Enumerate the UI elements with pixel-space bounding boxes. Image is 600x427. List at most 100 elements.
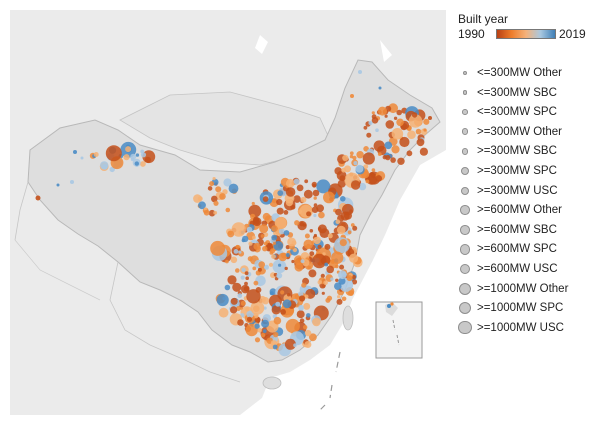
plant-marker: [278, 263, 282, 267]
plant-marker: [284, 338, 296, 350]
plant-marker: [335, 208, 342, 216]
plant-marker: [277, 190, 284, 197]
plant-marker: [318, 211, 325, 219]
plant-marker: [399, 136, 410, 148]
plant-marker: [350, 94, 354, 98]
plant-marker: [246, 226, 253, 233]
plant-marker: [317, 280, 322, 285]
plant-marker: [250, 301, 265, 315]
plant-marker: [303, 189, 313, 199]
plant-marker: [235, 244, 240, 249]
size-legend-item: >=300MW SPC: [458, 162, 557, 180]
plant-marker: [241, 267, 246, 273]
plant-marker: [326, 295, 333, 301]
border-line: [14, 181, 29, 241]
plant-marker: [209, 181, 215, 187]
plant-marker: [232, 282, 242, 292]
plant-marker: [317, 244, 322, 249]
plant-marker: [304, 294, 309, 299]
plant-marker: [257, 267, 262, 272]
plant-marker: [216, 293, 229, 307]
size-legend-item: <=300MW SBC: [458, 84, 557, 102]
plant-marker: [352, 155, 357, 160]
plant-marker: [378, 106, 387, 116]
size-legend-label: >=600MW SBC: [477, 223, 557, 236]
size-legend-item: >=1000MW Other: [458, 280, 568, 298]
plant-marker: [207, 186, 213, 191]
plant-marker: [273, 331, 279, 338]
plant-marker: [285, 245, 290, 250]
plant-marker: [223, 178, 232, 187]
plant-marker: [244, 271, 249, 276]
plant-marker: [280, 309, 286, 315]
plant-marker: [304, 233, 310, 239]
size-legend-item: >=1000MW USC: [458, 319, 564, 337]
plant-marker: [275, 301, 281, 307]
sea-boundary-dashes: [317, 351, 341, 413]
plant-marker: [313, 213, 317, 218]
lake: [255, 35, 268, 54]
plant-marker: [301, 282, 307, 288]
plant-marker: [140, 152, 147, 158]
plant-marker: [358, 70, 362, 74]
plant-marker: [375, 128, 379, 132]
size-legend-marker: [458, 166, 472, 176]
plant-marker: [280, 290, 285, 295]
plant-marker: [303, 302, 311, 310]
plant-marker: [262, 212, 271, 221]
plant-marker: [285, 318, 300, 334]
plant-marker: [230, 256, 238, 264]
plant-marker: [339, 175, 346, 182]
plant-marker: [272, 198, 277, 204]
plant-marker: [105, 145, 122, 162]
size-legend-marker: [458, 90, 472, 95]
plant-marker: [391, 145, 400, 154]
plant-marker: [253, 280, 259, 286]
plant-marker: [233, 249, 239, 254]
plant-marker: [248, 241, 253, 246]
plant-marker: [213, 210, 218, 215]
plant-marker: [254, 337, 261, 343]
plant-marker: [339, 239, 347, 247]
plant-marker: [213, 200, 219, 206]
plant-marker: [382, 155, 387, 160]
plant-marker: [338, 277, 346, 285]
plant-marker: [261, 333, 266, 338]
size-legend-marker: [458, 282, 472, 295]
plant-marker: [262, 196, 269, 202]
plant-marker: [293, 178, 300, 185]
size-legend-label: >=600MW Other: [477, 204, 563, 217]
plant-marker: [342, 154, 349, 162]
size-legend-item: >=1000MW SPC: [458, 299, 563, 317]
plant-marker: [309, 333, 317, 342]
plant-marker: [358, 182, 367, 191]
plant-marker: [335, 278, 339, 282]
plant-marker: [353, 161, 358, 166]
plant-marker: [287, 293, 291, 297]
plant-marker: [341, 167, 346, 173]
plant-marker: [330, 277, 334, 281]
plant-marker: [313, 233, 317, 238]
plant-marker: [231, 222, 246, 237]
plant-marker: [366, 132, 372, 138]
plant-marker: [363, 125, 368, 130]
plant-marker: [260, 234, 265, 238]
size-legend-item: <=300MW SPC: [458, 103, 557, 121]
plant-marker: [351, 279, 358, 285]
plant-marker: [237, 319, 244, 326]
plant-marker: [193, 194, 202, 203]
size-legend-item: >=600MW SBC: [458, 221, 557, 239]
size-legend-label: >=300MW Other: [477, 125, 563, 138]
plant-marker: [274, 217, 287, 229]
plant-marker: [311, 206, 319, 213]
plant-marker: [341, 271, 347, 278]
plant-marker: [303, 239, 314, 250]
plant-marker: [261, 319, 270, 328]
plant-marker: [73, 150, 77, 154]
plant-marker: [300, 196, 307, 203]
plant-marker: [415, 128, 422, 135]
plant-marker: [212, 177, 216, 181]
plant-marker: [416, 138, 425, 147]
plant-marker: [271, 234, 278, 241]
plant-marker: [228, 183, 239, 194]
